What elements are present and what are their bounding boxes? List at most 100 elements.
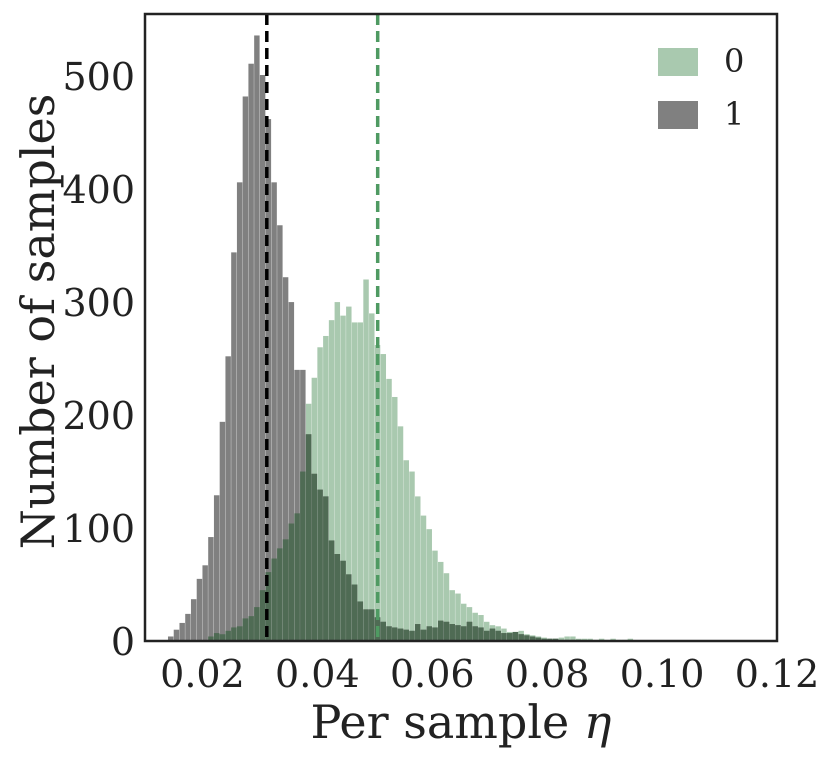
x-tick-label: 0.06 [390,652,475,696]
bar-overlap [294,513,300,641]
bar-overlap [420,629,427,641]
bar-series-0 [334,302,341,641]
bar-overlap [369,609,375,641]
y-tick-label: 400 [62,168,135,212]
bar-overlap [208,636,214,641]
bar-series-1 [219,421,226,641]
bar-series-0 [392,396,398,641]
bar-overlap [397,628,404,641]
bar-overlap [426,626,432,641]
bar-series-0 [323,335,329,641]
overlap-bars [208,434,582,641]
bar-series-1 [173,629,180,641]
bar-series-0 [570,636,576,641]
y-tick-label: 500 [62,55,135,99]
bar-overlap [213,633,220,641]
bar-series-1 [190,599,197,641]
series-1-bars [167,35,582,642]
bar-overlap [380,621,387,641]
bar-overlap [219,634,226,641]
bar-overlap [449,624,455,641]
bar-series-1 [213,495,220,641]
mean-lines [265,14,380,641]
bar-overlap [518,634,524,641]
bar-overlap [403,629,409,641]
bar-overlap [432,627,438,641]
bar-overlap [340,560,346,641]
bar-series-1 [196,578,203,641]
y-axis-ticks: 0 100 200 300 400 500 [62,55,135,664]
bar-overlap [409,630,415,641]
bar-overlap [506,633,513,641]
bar-series-0 [328,320,335,641]
legend-swatch-series-0 [658,48,698,76]
bar-series-0 [363,279,369,641]
bar-overlap [438,620,444,641]
bar-series-0 [380,354,387,641]
x-tick-label: 0.02 [160,652,245,696]
bar-series-0 [420,515,427,641]
bar-overlap [478,627,484,641]
bar-series-1 [231,252,237,641]
bar-overlap [495,630,501,641]
plot-frame [143,12,779,643]
y-tick-label: 100 [62,507,135,551]
x-axis-ticks: 0.02 0.04 0.06 0.08 0.10 0.12 [160,652,819,696]
bar-overlap [300,471,306,641]
bar-overlap [277,548,283,641]
bar-series-1 [288,302,295,641]
bar-series-0 [357,322,364,641]
bar-overlap [271,558,277,641]
bar-series-1 [277,225,283,641]
bar-overlap [351,584,358,641]
bar-overlap [231,627,237,641]
bar-overlap [305,434,312,641]
bar-overlap [512,631,519,641]
bar-overlap [242,618,249,641]
bar-series-0 [397,426,404,641]
bar-overlap [288,523,295,641]
bar-series-0 [369,313,375,641]
bar-overlap [392,627,398,641]
bar-series-1 [254,35,260,642]
bar-overlap [265,572,272,641]
bar-overlap [334,554,341,641]
bar-series-0 [438,561,444,641]
bar-overlap [323,496,329,641]
bar-overlap [535,637,542,641]
bar-overlap [282,539,289,641]
bar-overlap [415,624,421,641]
bar-overlap [259,590,266,641]
bar-overlap [524,635,530,641]
bar-series-0 [426,529,432,641]
bar-series-0 [443,573,450,641]
bar-overlap [317,489,323,641]
bar-series-0 [415,496,421,641]
bar-overlap [443,621,450,641]
bar-overlap [483,630,490,641]
bar-series-1 [167,636,174,641]
legend: 0 1 [658,42,744,133]
bar-series-0 [455,593,461,641]
bar-series-1 [242,96,249,641]
bar-series-1 [208,537,214,641]
bar-series-0 [409,471,415,641]
bar-overlap [311,473,318,641]
bar-series-1 [294,369,300,641]
bar-series-1 [179,622,185,641]
x-tick-label: 0.12 [735,652,820,696]
x-tick-label: 0.04 [275,652,360,696]
bar-overlap [489,628,496,641]
y-tick-label: 200 [62,394,135,438]
bar-series-0 [449,590,455,641]
y-tick-label: 0 [111,620,135,664]
bar-series-1 [236,182,243,642]
bar-series-0 [346,306,352,641]
bar-series-0 [432,550,438,641]
bar-series-1 [202,565,208,641]
bar-series-1 [259,75,266,642]
bar-overlap [455,625,461,641]
bar-overlap [225,630,231,641]
bar-overlap [236,626,243,641]
bar-overlap [363,609,369,641]
